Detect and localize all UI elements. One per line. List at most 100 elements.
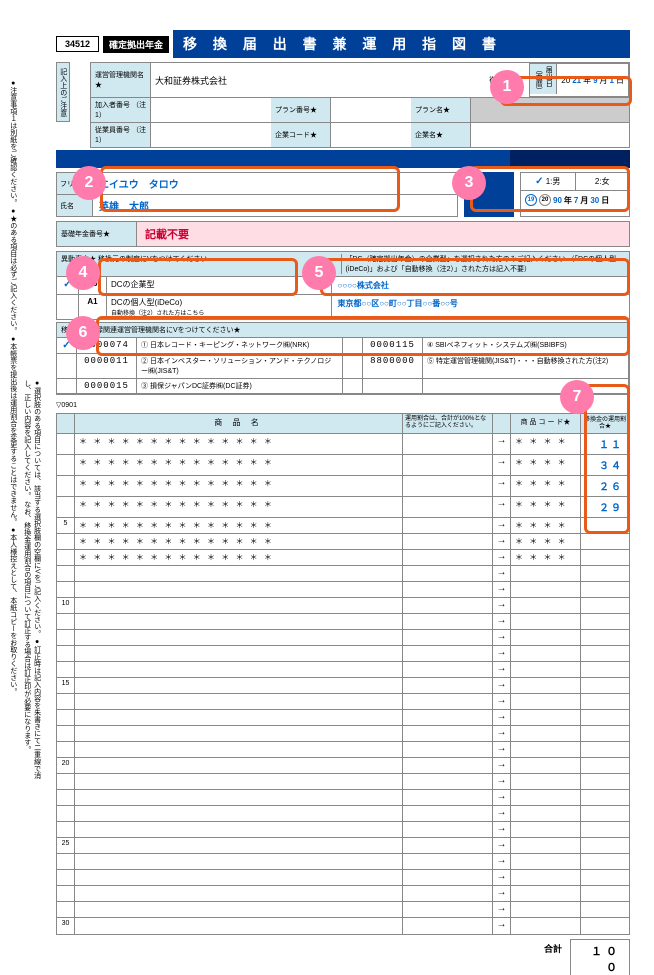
annotation-badge: 7 [560,380,594,414]
blue-strip [56,150,630,168]
emp-num-label: 従業員番号 （注1） [91,123,151,147]
annotation-badge: 6 [66,316,100,350]
rk-option[interactable]: 0000011② 日本インベスター・ソリューション・アンド・テクノロジー㈱(JI… [57,354,343,379]
header: 34512 確定拠出年金 移 換 届 出 書 兼 運 用 指 図 書 [56,30,630,58]
product-row-blank[interactable]: 10→ [57,598,629,614]
rk-option[interactable]: 8800000⑤ 特定運営管理機関(JIS&T)・・・自動移換された方(注2) [343,354,629,379]
corp-name-label: 企業名★ [411,123,471,147]
plan-name [471,98,629,122]
member-num-label: 加入者番号 （注1） [91,98,151,122]
rk-option[interactable]: ✓0000074① 日本レコード・キーピング・ネットワーク㈱(NRK) [57,338,343,354]
corp-code[interactable] [331,123,411,147]
name-value[interactable]: 英雄 太郎 [93,195,457,216]
form-title: 移 換 届 出 書 兼 運 用 指 図 書 [173,30,630,58]
annotation-badge: 1 [490,70,524,104]
product-row-blank[interactable]: 30→ [57,918,629,934]
date-day[interactable]: 1 [610,76,614,85]
product-row-blank[interactable]: → [57,790,629,806]
product-table: 商 品 名 運用割合は、合計が100%となるようにご記入ください。 商 品 コ … [56,413,630,935]
corp-name[interactable] [471,123,629,147]
rk-option[interactable]: 0000015③ 損保ジャパンDC証券㈱(DC証券) [57,379,343,394]
product-row-blank[interactable]: 15→ [57,678,629,694]
product-row-blank[interactable]: → [57,582,629,598]
version-code: ▽0901 [56,401,630,409]
product-row-blank[interactable]: → [57,710,629,726]
emp-num[interactable] [151,123,271,147]
product-row-blank[interactable]: 25→ [57,838,629,854]
info-left: 記入上のご注意 [56,62,88,148]
product-row[interactable]: ＊ ＊ ＊ ＊ ＊ ＊ ＊ ＊ ＊ ＊ ＊ ＊ ＊ ＊→＊ ＊ ＊ ＊２６ [57,476,629,497]
form-type: 確定拠出年金 [103,36,169,53]
pt-head-note: 運用割合は、合計が100%となるようにご記入ください。 [403,414,493,433]
name-box: フリガナ エイユウ タロウ 氏名 英雄 太郎 [56,172,458,217]
sex-female[interactable]: 2:女 [576,173,630,190]
ts-head-right: 「DC（確定拠出年金）の企業型」を選択された方のみご記入ください （「DCの個人… [341,254,626,274]
date-label: 届出日 （西暦） [530,64,557,94]
product-row-blank[interactable]: → [57,902,629,918]
pt-head-name: 商 品 名 [75,414,403,433]
ts-left: ✓A0DCの企業型A1DCの個人型(iDeCo)自動移換（注2）された方はこちら [57,277,332,319]
member-num[interactable] [151,98,271,122]
product-row-blank[interactable]: → [57,886,629,902]
plan-num[interactable] [331,98,411,122]
sex-birth-box: ✓ 1:男 2:女 19 20 90年 7月 30日 [520,172,630,217]
plan-num-label: プラン番号★ [271,98,331,122]
bpn-value: 記載不要 [137,222,629,246]
annotation-badge: 3 [452,166,486,200]
rk-body: ✓0000074① 日本レコード・キーピング・ネットワーク㈱(NRK)00001… [57,338,629,394]
ts-option-row[interactable]: A1DCの個人型(iDeCo)自動移換（注2）された方はこちら [57,295,331,319]
name-birth-block: フリガナ エイユウ タロウ 氏名 英雄 太郎 ✓ 1:男 2:女 19 20 9… [56,172,630,217]
basic-pension-number: 基礎年金番号★ 記載不要 [56,221,630,247]
form-page: 34512 確定拠出年金 移 換 届 出 書 兼 運 用 指 図 書 記入上のご… [0,0,654,923]
product-row-blank[interactable]: → [57,614,629,630]
ts-company-info[interactable]: 東京都○○区○○町○○丁目○○番○○号 [332,295,629,312]
product-row-blank[interactable]: → [57,742,629,758]
rk-option[interactable]: 0000115④ SBIベネフィット・システムズ㈱(SBIBFS) [343,338,629,354]
form-code: 34512 [56,36,99,52]
product-row-blank[interactable]: → [57,870,629,886]
bpn-label: 基礎年金番号★ [57,222,137,246]
product-row[interactable]: ＊ ＊ ＊ ＊ ＊ ＊ ＊ ＊ ＊ ＊ ＊ ＊ ＊ ＊→＊ ＊ ＊ ＊３４ [57,455,629,476]
ts-company-info[interactable]: ○○○○株式会社 [332,277,629,295]
product-row-blank[interactable]: → [57,774,629,790]
product-row-blank[interactable]: → [57,694,629,710]
product-row-blank[interactable]: → [57,630,629,646]
plan-name-label: プラン名★ [411,98,471,122]
transfer-source: 異動事由★ 移換元の制度にVをつけてください 「DC（確定拠出年金）の企業型」を… [56,251,630,320]
product-row-blank[interactable]: → [57,646,629,662]
product-row[interactable]: ＊ ＊ ＊ ＊ ＊ ＊ ＊ ＊ ＊ ＊ ＊ ＊ ＊ ＊→＊ ＊ ＊ ＊ [57,534,629,550]
product-row[interactable]: 5＊ ＊ ＊ ＊ ＊ ＊ ＊ ＊ ＊ ＊ ＊ ＊ ＊ ＊→＊ ＊ ＊ ＊ [57,518,629,534]
product-row-blank[interactable]: → [57,854,629,870]
pt-rows: ＊ ＊ ＊ ＊ ＊ ＊ ＊ ＊ ＊ ＊ ＊ ＊ ＊ ＊→＊ ＊ ＊ ＊１１＊ ＊… [57,434,629,934]
date-month[interactable]: 9 [593,76,597,85]
product-row-blank[interactable]: → [57,566,629,582]
ts-right: ○○○○株式会社東京都○○区○○町○○丁目○○番○○号 [332,277,629,319]
record-keeping: 移換元の記録関連運営管理機関名にVをつけてください★ ✓0000074① 日本レ… [56,322,630,395]
rk-head: 移換元の記録関連運営管理機関名にVをつけてください★ [57,323,629,338]
ts-head-left: 異動事由★ 移換元の制度にVをつけてください [61,254,341,274]
product-row[interactable]: ＊ ＊ ＊ ＊ ＊ ＊ ＊ ＊ ＊ ＊ ＊ ＊ ＊ ＊→＊ ＊ ＊ ＊１１ [57,434,629,455]
product-row[interactable]: ＊ ＊ ＊ ＊ ＊ ＊ ＊ ＊ ＊ ＊ ＊ ＊ ＊ ＊→＊ ＊ ＊ ＊ [57,550,629,566]
birth-date[interactable]: 19 20 90年 7月 30日 [521,191,629,209]
mgmt-label: 運営管理機関名★ [91,63,151,97]
product-row-blank[interactable]: 20→ [57,758,629,774]
annotation-badge: 2 [72,166,106,200]
pt-head-code: 商 品 コ ー ド★ [511,414,581,433]
product-row-blank[interactable]: → [57,726,629,742]
product-row-blank[interactable]: → [57,822,629,838]
product-row-blank[interactable]: → [57,662,629,678]
side-notes-1: ●注意事項１は別紙をご確認ください。 ●★のある項目は必ずご記入ください。 ●本… [8,80,18,780]
corp-code-label: 企業コード★ [271,123,331,147]
product-row-blank[interactable]: → [57,806,629,822]
product-row[interactable]: ＊ ＊ ＊ ＊ ＊ ＊ ＊ ＊ ＊ ＊ ＊ ＊ ＊ ＊→＊ ＊ ＊ ＊２９ [57,497,629,518]
pt-total-value: １００ [570,939,630,975]
side-notes-2: ●選択肢のある項目については、該当する選択肢欄の空欄にVをご記入ください。 ●訂… [22,380,42,780]
annotation-badge: 4 [66,256,100,290]
annotation-badge: 5 [302,256,336,290]
kana-value[interactable]: エイユウ タロウ [93,173,457,194]
date-year[interactable]: 21 [572,76,581,85]
sex-male[interactable]: ✓ 1:男 [521,173,576,190]
date-box: 届出日 （西暦） 20 21 年 9 月 1 日 [529,63,629,97]
info-block: 記入上のご注意 運営管理機関名★ 大和証券株式会社 御中 届出日 （西暦） 20… [56,62,630,148]
pt-total-label: 合計 [536,939,570,975]
